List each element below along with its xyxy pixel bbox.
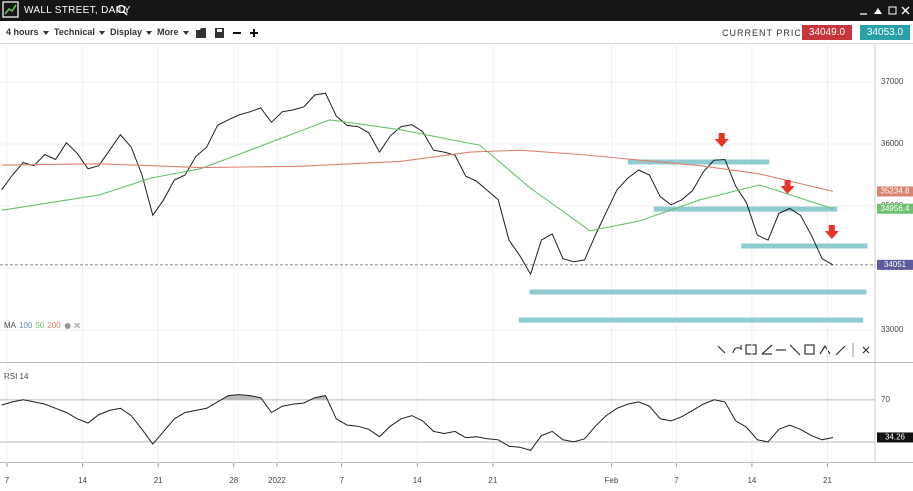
- logo: [2, 1, 19, 18]
- x-tick-label: 14: [78, 476, 87, 485]
- ma-value-label-box: [877, 203, 913, 214]
- x-tick-label: 21: [823, 476, 832, 485]
- window-controls[interactable]: [857, 0, 913, 21]
- ma-value-label: 34956.4: [881, 204, 910, 213]
- x-tick-label: 7: [339, 476, 344, 485]
- y-tick-label: 33000: [881, 325, 904, 334]
- legend-label: MA: [4, 321, 17, 330]
- menu[interactable]: Technical: [54, 27, 105, 37]
- rsi-value-label-box: [877, 432, 913, 443]
- support-level: [741, 243, 868, 249]
- x-tick-label: 7: [674, 476, 679, 485]
- menu[interactable]: Display: [110, 27, 152, 37]
- support-level: [653, 206, 838, 212]
- ma-value-label-box: [877, 186, 913, 197]
- arrow: [714, 133, 729, 148]
- y-tick-label: 37000: [881, 77, 904, 86]
- title-bar: WALL STREET, DAILY: [0, 0, 913, 21]
- search-icon[interactable]: [116, 4, 128, 16]
- x-tick-label: 7: [5, 476, 10, 485]
- toolbar: 4 hours Technical Display More CURRENT P…: [0, 21, 913, 44]
- legend-entry: 200: [47, 321, 61, 330]
- x-tick-label: 14: [413, 476, 422, 485]
- legend-entry: 50: [35, 321, 44, 330]
- x-tick-label: 28: [229, 476, 238, 485]
- menu[interactable]: More: [157, 27, 189, 37]
- y-tick-label: 70: [881, 395, 890, 404]
- x-tick-label: 2022: [268, 476, 286, 485]
- x-tick-label: 21: [154, 476, 163, 485]
- chart: RSI 14 7142128202271421Feb71421330003400…: [0, 44, 913, 485]
- current-price-label: CURRENT PRICE:: [722, 28, 813, 38]
- instrument-title: WALL STREET, DAILY: [24, 5, 131, 16]
- price-value-label-box: [877, 259, 913, 270]
- x-tick-label: 14: [747, 476, 756, 485]
- rsi-title: RSI 14: [4, 372, 29, 381]
- toolbar-icons[interactable]: [193, 23, 263, 43]
- sell-price[interactable]: 34049.0: [802, 25, 852, 40]
- x-tick-label: 21: [488, 476, 497, 485]
- price-value-label: 34051: [884, 260, 907, 269]
- ma-line: [1, 119, 834, 232]
- support-level: [529, 289, 867, 295]
- chart-layer: RSI 14 7142128202271421Feb71421330003400…: [0, 44, 913, 485]
- drawing-tools[interactable]: [717, 343, 870, 357]
- close-icon[interactable]: [74, 322, 80, 329]
- menu[interactable]: 4 hours: [6, 27, 49, 37]
- price-line: [1, 394, 834, 451]
- ma-value-label: 35234.8: [881, 187, 910, 196]
- y-tick-label: 36000: [881, 139, 904, 148]
- arrow: [824, 224, 839, 239]
- support-level: [627, 159, 770, 165]
- settings-icon[interactable]: [64, 323, 71, 329]
- legend-entry: 100: [19, 321, 33, 330]
- buy-price[interactable]: 34053.0: [860, 25, 910, 40]
- x-tick-label: Feb: [605, 476, 619, 485]
- ma-line: [1, 149, 834, 192]
- rsi-value-label: 34.26: [885, 433, 906, 442]
- price-line: [1, 92, 834, 276]
- support-level: [518, 317, 864, 323]
- arrow: [780, 180, 795, 195]
